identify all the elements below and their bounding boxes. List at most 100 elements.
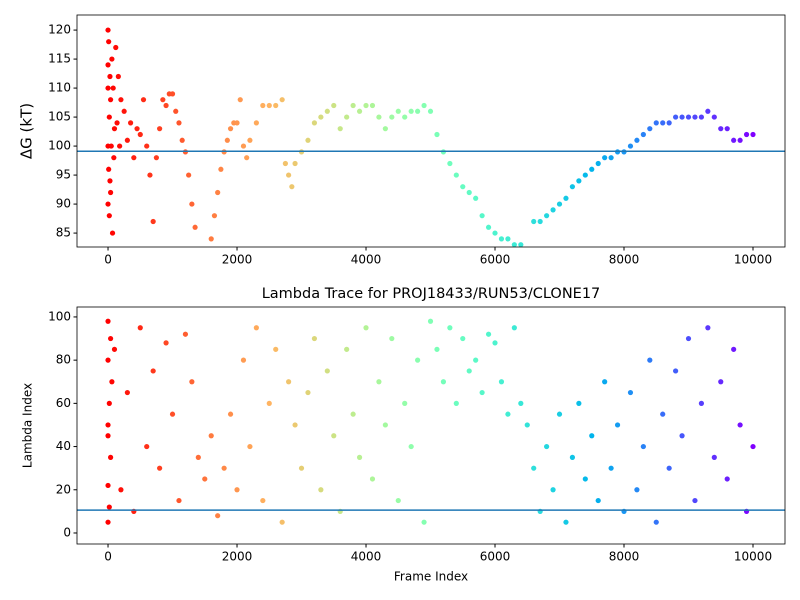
point (634, 137, 640, 143)
x-tick-label: 0 (104, 253, 112, 267)
point (324, 108, 330, 114)
point (160, 97, 166, 103)
plot-area (77, 27, 785, 247)
point (118, 487, 124, 493)
point (685, 114, 692, 120)
point (531, 465, 537, 471)
point (698, 400, 705, 406)
point (395, 497, 401, 504)
point (382, 126, 388, 132)
point (698, 114, 705, 120)
point (485, 224, 492, 230)
point (292, 160, 298, 167)
point (569, 184, 576, 190)
point (724, 126, 730, 132)
point (485, 331, 492, 337)
point (647, 126, 653, 132)
point (337, 126, 343, 132)
point (673, 368, 679, 374)
point (673, 114, 679, 120)
point (389, 114, 395, 120)
point (189, 201, 195, 207)
point (105, 27, 111, 33)
y-tick-label: 80 (56, 353, 71, 367)
point (408, 108, 414, 114)
point (169, 91, 176, 97)
point (460, 335, 466, 342)
point (163, 102, 169, 109)
point (227, 126, 234, 132)
point (253, 120, 259, 126)
point (640, 443, 646, 450)
point (108, 189, 114, 196)
point (556, 201, 563, 207)
point (647, 357, 653, 363)
point (173, 108, 179, 114)
point (211, 213, 218, 219)
point (743, 131, 750, 138)
point (179, 137, 185, 143)
point (537, 218, 543, 225)
point (127, 120, 134, 126)
point (108, 454, 114, 460)
point (253, 325, 259, 331)
point (318, 114, 324, 120)
point (182, 331, 189, 337)
point (634, 487, 640, 493)
point (107, 178, 113, 184)
point (589, 433, 595, 439)
point (608, 155, 614, 161)
point (157, 126, 163, 132)
point (705, 325, 711, 331)
point (563, 519, 569, 525)
x-tick-label: 2000 (222, 550, 253, 564)
point (105, 433, 111, 439)
point (215, 189, 221, 196)
point (737, 422, 743, 428)
point (692, 114, 698, 120)
point (234, 487, 240, 493)
point (505, 411, 511, 417)
point (240, 143, 247, 149)
point (376, 379, 382, 385)
point (440, 379, 447, 385)
point (144, 143, 150, 149)
point (134, 126, 140, 132)
point (105, 62, 111, 68)
point (260, 497, 266, 504)
point (106, 213, 112, 219)
point (305, 137, 311, 143)
point (137, 325, 143, 331)
point (105, 85, 111, 91)
point (363, 102, 369, 109)
x-tick-label: 2000 (222, 253, 253, 267)
point (421, 519, 427, 525)
point (447, 325, 453, 331)
y-tick-label: 120 (48, 23, 71, 37)
point (731, 346, 737, 352)
x-tick-label: 0 (104, 550, 112, 564)
point (434, 131, 440, 138)
point (114, 120, 120, 126)
y-tick-label: 90 (56, 197, 71, 211)
y-tick-label: 0 (63, 525, 71, 539)
point (402, 114, 408, 120)
point (660, 411, 666, 417)
point (479, 389, 485, 396)
point (427, 108, 434, 114)
point (224, 137, 230, 143)
point (544, 213, 550, 219)
point (679, 114, 685, 120)
point (115, 73, 121, 80)
point (473, 357, 479, 363)
point (227, 411, 234, 417)
y-tick-label: 100 (48, 139, 71, 153)
plot-area (77, 318, 785, 525)
point (711, 454, 717, 460)
point (117, 143, 123, 149)
point (108, 97, 114, 103)
point (273, 102, 279, 109)
point (318, 487, 324, 493)
point (653, 120, 659, 126)
point (569, 454, 576, 460)
